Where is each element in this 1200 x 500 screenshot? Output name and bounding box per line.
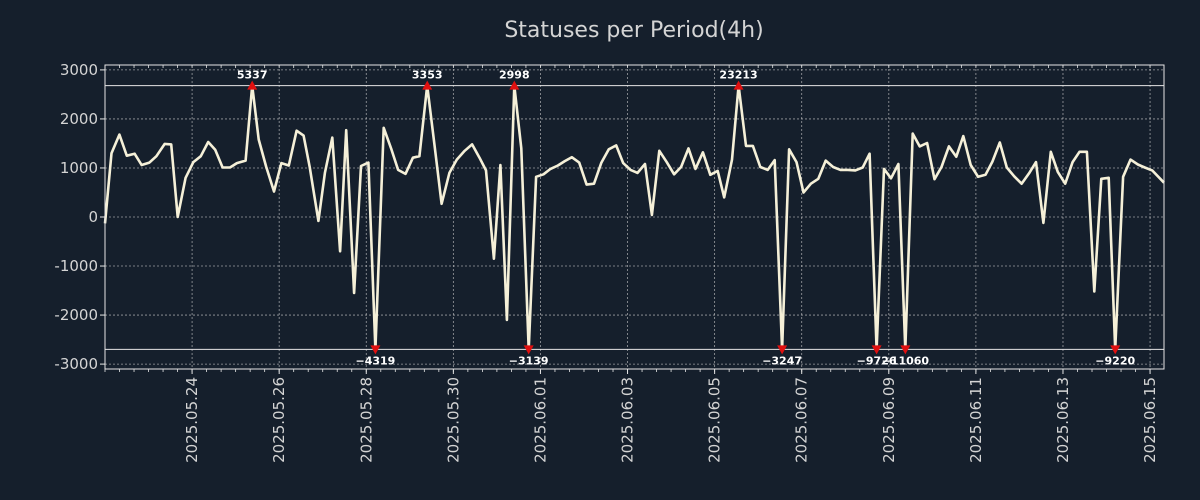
trough-label: −3247	[762, 354, 802, 367]
peak-marker-up	[733, 80, 744, 90]
trough-label: −11060	[882, 354, 930, 367]
x-tick-label: 2025.06.09	[880, 377, 898, 463]
x-tick-label: 2025.06.05	[706, 377, 724, 463]
peak-label: 2998	[499, 69, 530, 82]
y-tick-label: -3000	[54, 355, 98, 373]
trough-label: −4319	[355, 354, 395, 367]
peak-marker-up	[247, 80, 258, 90]
x-tick-label: 2025.06.03	[619, 377, 637, 463]
peak-label: 3353	[412, 69, 443, 82]
x-tick-label: 2025.05.26	[270, 377, 288, 463]
y-tick-label: 1000	[60, 159, 98, 177]
y-tick-label: 3000	[60, 61, 98, 79]
peak-marker-down	[871, 345, 882, 355]
x-tick-label: 2025.05.30	[444, 377, 462, 463]
x-tick-label: 2025.06.07	[793, 377, 811, 463]
x-tick-label: 2025.05.24	[183, 377, 201, 463]
peak-label: 5337	[237, 69, 268, 82]
x-tick-label: 2025.05.28	[357, 377, 375, 463]
peak-marker-down	[777, 345, 788, 355]
trough-label: −3139	[509, 354, 549, 367]
x-tick-label: 2025.06.15	[1141, 377, 1159, 463]
trough-label: −9726	[857, 354, 897, 367]
y-axis: 3000 2000 1000 0 -1000 -2000 -3000	[54, 61, 105, 373]
x-tick-label: 2025.06.11	[967, 377, 985, 463]
x-tick-label: 2025.06.01	[531, 377, 549, 463]
series-line	[103, 84, 1165, 351]
series	[103, 84, 1165, 351]
y-tick-label: -2000	[54, 306, 98, 324]
peak-marker-up	[422, 80, 433, 90]
peak-markers	[247, 80, 1121, 355]
clip-lines	[105, 85, 1164, 350]
peak-labels: 5337 3353 2998 23213 −4319 −3139 −3247 −9726−11…	[237, 69, 1136, 368]
grid	[105, 65, 1164, 369]
y-tick-label: 2000	[60, 110, 98, 128]
y-tick-label: 0	[88, 208, 98, 226]
plot-frame	[104, 64, 1165, 370]
peak-marker-down	[523, 345, 534, 355]
peak-marker-down	[1110, 345, 1121, 355]
x-axis: 2025.05.24 2025.05.26 2025.05.28 2025.05.30…	[104, 65, 1159, 463]
peak-label: 23213	[719, 69, 757, 82]
chart-title: Statuses per Period(4h)	[504, 18, 763, 43]
peak-marker-down	[900, 345, 911, 355]
trough-label: −9220	[1095, 354, 1135, 367]
y-tick-label: -1000	[54, 257, 98, 275]
peak-marker-down	[370, 345, 381, 355]
peak-marker-up	[509, 80, 520, 90]
x-tick-label: 2025.06.13	[1054, 377, 1072, 463]
